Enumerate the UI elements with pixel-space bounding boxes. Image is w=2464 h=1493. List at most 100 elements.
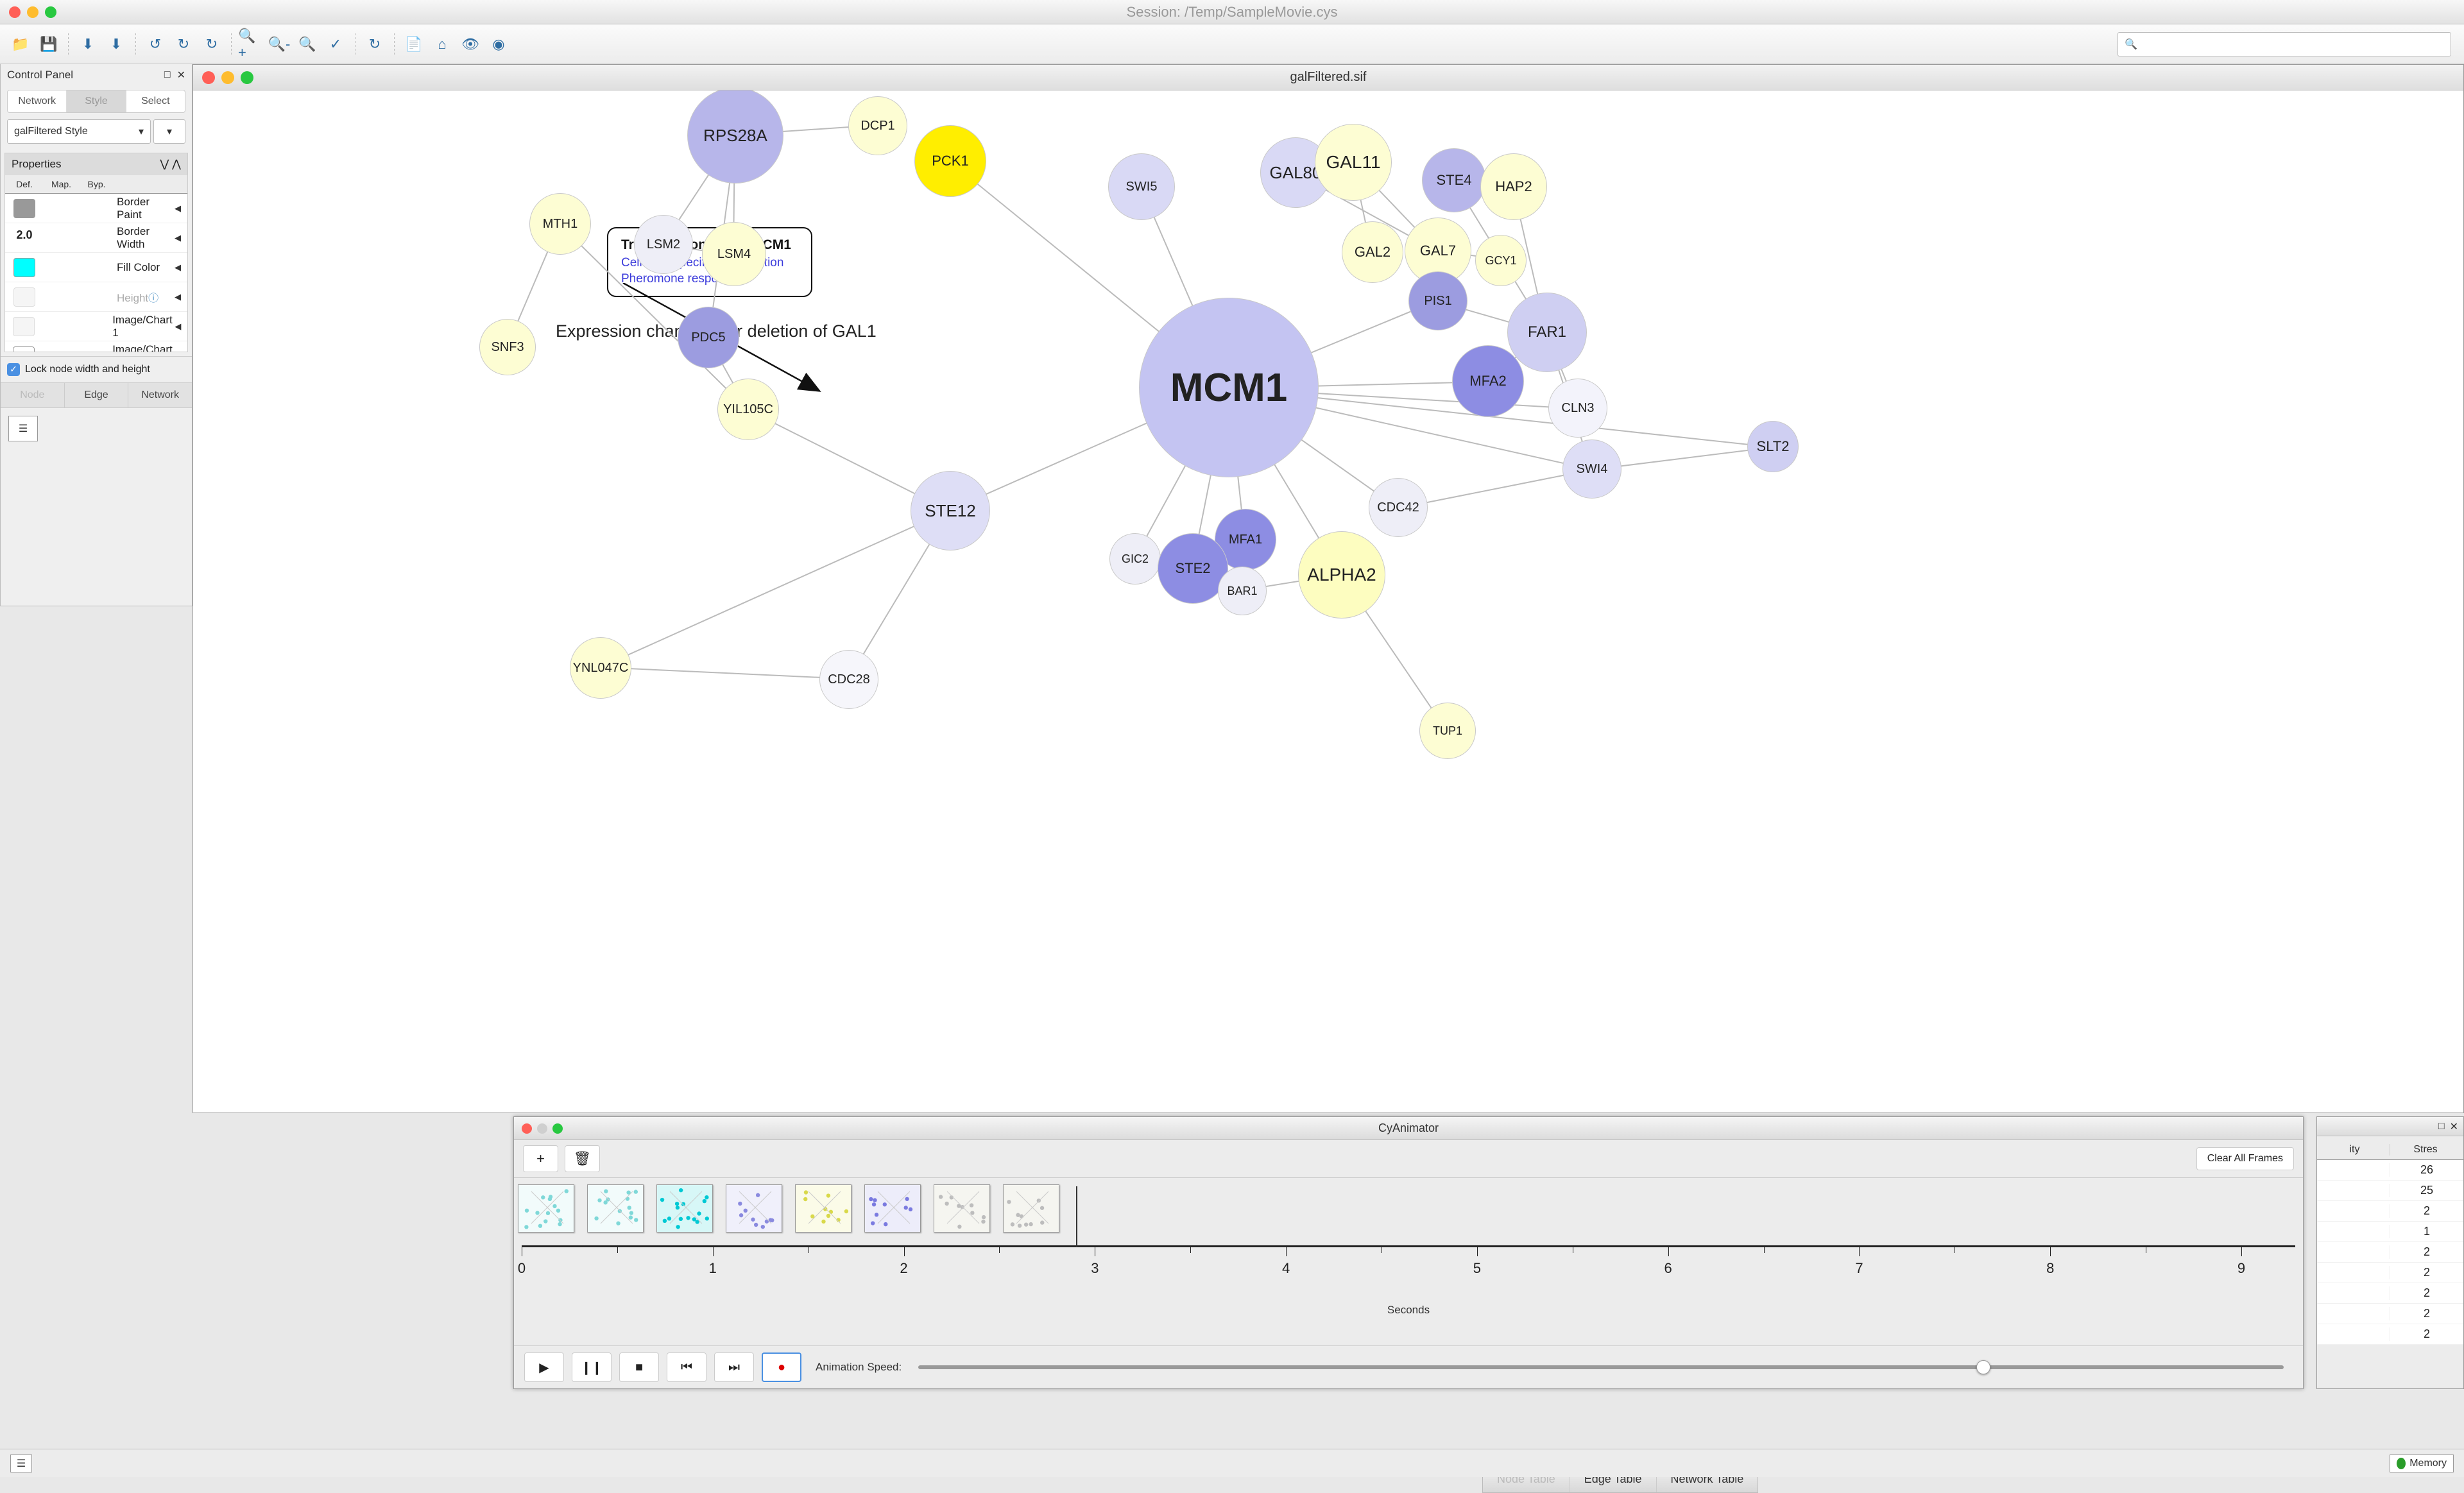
- network-node-ste4[interactable]: STE4: [1422, 148, 1486, 212]
- cyanimator-close-icon[interactable]: [522, 1123, 532, 1134]
- property-row-height[interactable]: Heightⓘ ◀: [5, 282, 187, 312]
- delete-frame-button[interactable]: 🗑: [565, 1145, 600, 1172]
- network-minimize-icon[interactable]: [221, 71, 234, 84]
- refresh-icon[interactable]: ↻: [362, 31, 388, 57]
- animation-speed-slider[interactable]: [918, 1365, 2284, 1369]
- expand-row-icon[interactable]: ◀: [172, 233, 187, 243]
- home-layout-icon[interactable]: ⌂: [429, 31, 455, 57]
- search-input[interactable]: 🔍: [2118, 32, 2451, 56]
- bottom-tab-node[interactable]: Node: [1, 383, 65, 407]
- network-node-alpha2[interactable]: ALPHA2: [1298, 531, 1385, 619]
- cyanimator-frame-7[interactable]: [934, 1184, 990, 1233]
- cyanimator-maximize-icon[interactable]: [552, 1123, 563, 1134]
- property-row-fill-color[interactable]: Fill Color ◀: [5, 253, 187, 282]
- tab-network[interactable]: Network: [8, 90, 67, 112]
- timeline-playhead[interactable]: [1076, 1186, 1077, 1247]
- zoom-fit-icon[interactable]: 🔍: [295, 31, 320, 57]
- network-node-yil105c[interactable]: YIL105C: [717, 379, 779, 440]
- panel-detach-icon[interactable]: □: [164, 69, 171, 81]
- statusbar-list-icon[interactable]: ☰: [10, 1455, 32, 1472]
- redo-icon[interactable]: ↻: [171, 31, 196, 57]
- cyanimator-frame-1[interactable]: [518, 1184, 574, 1233]
- network-canvas[interactable]: Expression change after deletion of GAL1…: [193, 90, 2463, 1113]
- cyanimator-frame-5[interactable]: [795, 1184, 851, 1233]
- network-node-mcm1[interactable]: MCM1: [1139, 298, 1319, 477]
- lock-node-size-row[interactable]: ✓ Lock node width and height: [1, 356, 192, 382]
- expand-row-icon[interactable]: ◀: [173, 321, 187, 332]
- import-icon[interactable]: ⬇: [75, 31, 101, 57]
- network-node-far1[interactable]: FAR1: [1507, 293, 1587, 372]
- data-table-row-0[interactable]: 26: [2317, 1160, 2463, 1181]
- network-maximize-icon[interactable]: [241, 71, 253, 84]
- data-table-rows[interactable]: 26 25 2 1 2 2 2 2 2: [2317, 1160, 2463, 1345]
- panel-close-icon[interactable]: ✕: [177, 69, 185, 81]
- data-table-close-icon[interactable]: ✕: [2450, 1120, 2458, 1133]
- network-node-ste12[interactable]: STE12: [911, 471, 990, 550]
- data-table-row-6[interactable]: 2: [2317, 1283, 2463, 1304]
- data-table-row-1[interactable]: 25: [2317, 1181, 2463, 1201]
- network-close-icon[interactable]: [202, 71, 215, 84]
- bottom-tab-edge[interactable]: Edge: [65, 383, 129, 407]
- network-node-cln3[interactable]: CLN3: [1548, 379, 1607, 438]
- data-table-row-7[interactable]: 2: [2317, 1304, 2463, 1324]
- record-button[interactable]: ●: [762, 1352, 801, 1382]
- property-row-image-chart-position-1[interactable]: ☷Image/Chart Position 1◀: [5, 341, 187, 352]
- network-node-tup1[interactable]: TUP1: [1419, 703, 1476, 759]
- zoom-select-icon[interactable]: ✓: [323, 31, 348, 57]
- close-icon[interactable]: [9, 6, 21, 18]
- data-table-detach-icon[interactable]: □: [2438, 1121, 2445, 1132]
- zoom-out-icon[interactable]: 🔍-: [266, 31, 292, 57]
- redo2-icon[interactable]: ↻: [199, 31, 225, 57]
- property-row-border-width[interactable]: 2.0 Border Width ◀: [5, 223, 187, 253]
- info-icon[interactable]: ⓘ: [148, 293, 158, 304]
- network-node-mth1[interactable]: MTH1: [529, 193, 591, 255]
- lock-node-checkbox[interactable]: ✓: [7, 363, 20, 376]
- network-node-gal2[interactable]: GAL2: [1342, 221, 1403, 283]
- network-edge-STE12-YNL047C[interactable]: [600, 509, 950, 668]
- cyanimator-timeline[interactable]: 0 1 2 3 4 5 6 7 8 9: [522, 1245, 2295, 1306]
- cyanimator-minimize-icon[interactable]: [537, 1123, 547, 1134]
- prev-frame-button[interactable]: ⏮: [667, 1352, 706, 1382]
- property-row-image-chart-1[interactable]: Image/Chart 1 ◀: [5, 312, 187, 341]
- cyanimator-frame-6[interactable]: [864, 1184, 921, 1233]
- data-table-row-3[interactable]: 1: [2317, 1222, 2463, 1242]
- expand-row-icon[interactable]: ◀: [172, 203, 187, 214]
- network-node-dcp1[interactable]: DCP1: [848, 96, 907, 155]
- export-icon[interactable]: 📄: [401, 31, 427, 57]
- data-table-row-4[interactable]: 2: [2317, 1242, 2463, 1263]
- network-node-rps28a[interactable]: RPS28A: [687, 90, 783, 183]
- network-node-pdc5[interactable]: PDC5: [678, 307, 739, 368]
- import-table-icon[interactable]: ⬇: [103, 31, 129, 57]
- network-node-snf3[interactable]: SNF3: [479, 319, 536, 375]
- save-icon[interactable]: 💾: [36, 31, 62, 57]
- undo-icon[interactable]: ↺: [142, 31, 168, 57]
- stop-button[interactable]: ■: [619, 1352, 659, 1382]
- collapse-all-icon[interactable]: ⋁: [160, 158, 169, 170]
- expand-row-icon[interactable]: ◀: [173, 351, 187, 352]
- network-node-bar1[interactable]: BAR1: [1218, 567, 1267, 615]
- network-node-slt2[interactable]: SLT2: [1747, 421, 1799, 472]
- zoom-in-icon[interactable]: 🔍+: [238, 31, 264, 57]
- data-table-row-5[interactable]: 2: [2317, 1263, 2463, 1283]
- cyanimator-frame-3[interactable]: [656, 1184, 713, 1233]
- network-node-lsm2[interactable]: LSM2: [634, 215, 693, 274]
- clear-all-frames-button[interactable]: Clear All Frames: [2196, 1147, 2294, 1170]
- style-options-dropdown[interactable]: ▾: [153, 119, 185, 144]
- tab-style[interactable]: Style: [67, 90, 126, 112]
- eye-icon[interactable]: ◉: [486, 31, 511, 57]
- bottom-tab-network[interactable]: Network: [128, 383, 192, 407]
- expand-all-icon[interactable]: ⋀: [172, 158, 181, 170]
- properties-header[interactable]: Properties ⋁ ⋀: [5, 153, 187, 175]
- next-frame-button[interactable]: ⏭: [714, 1352, 754, 1382]
- network-node-mfa2[interactable]: MFA2: [1452, 345, 1524, 417]
- network-node-pis1[interactable]: PIS1: [1408, 271, 1467, 330]
- list-view-icon[interactable]: ☰: [8, 416, 38, 441]
- visibility-icon[interactable]: 👁: [458, 31, 483, 57]
- network-node-cdc28[interactable]: CDC28: [819, 650, 878, 709]
- network-node-pck1[interactable]: PCK1: [914, 125, 986, 197]
- open-folder-icon[interactable]: 📁: [8, 31, 33, 57]
- network-node-ynl047c[interactable]: YNL047C: [570, 637, 631, 699]
- tab-select[interactable]: Select: [126, 90, 185, 112]
- network-node-swi4[interactable]: SWI4: [1562, 439, 1621, 499]
- property-row-border-paint[interactable]: Border Paint ◀: [5, 194, 187, 223]
